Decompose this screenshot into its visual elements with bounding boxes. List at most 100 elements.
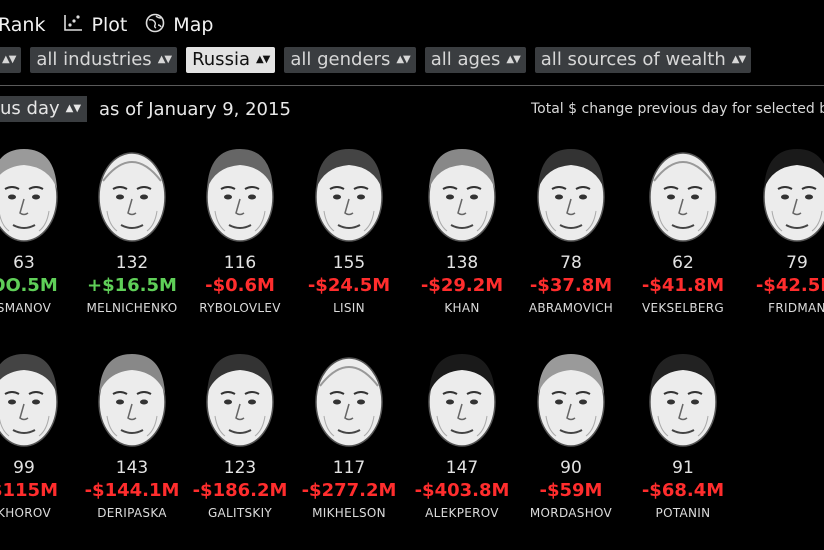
updown-arrows-icon: ▲▼	[506, 54, 520, 65]
updown-arrows-icon: ▲▼	[157, 54, 172, 65]
billionaire-card[interactable]: 78 -$37.8M ABRAMOVICH	[515, 141, 627, 315]
billionaire-rank: 138	[445, 253, 479, 273]
billionaire-name: DERIPASKA	[97, 506, 167, 520]
portrait-icon	[206, 354, 274, 447]
billionaire-rank: 99	[13, 458, 35, 478]
billionaire-card[interactable]: 90 -$59M MORDASHOV	[515, 346, 627, 520]
billionaire-change: -$24.5M	[307, 275, 391, 296]
filter-country-dropdown[interactable]: Russia ▲▼	[186, 47, 276, 73]
portrait-icon	[0, 354, 58, 447]
billionaire-name: VEKSELBERG	[642, 301, 724, 315]
filter-wealth-source-label: all sources of wealth	[540, 49, 726, 70]
billionaire-rank: 78	[560, 253, 582, 273]
filter-bar: ▲▼ all industries ▲▼ Russia ▲▼ all genders…	[0, 47, 760, 73]
portrait-icon	[315, 357, 383, 447]
billionaire-card[interactable]: 91 -$68.4M POTANIN	[627, 346, 739, 520]
filter-country-label: Russia	[192, 49, 250, 70]
nav-rank[interactable]: Rank	[0, 14, 45, 36]
billionaire-name: ALEKPEROV	[425, 506, 499, 520]
portrait-icon	[537, 149, 605, 242]
billionaire-name: MIKHELSON	[312, 506, 386, 520]
filter-genders-dropdown[interactable]: all genders ▲▼	[284, 47, 416, 73]
billionaire-rank: 91	[672, 458, 694, 478]
nav-plot[interactable]: Plot	[63, 14, 127, 37]
portrait-icon	[763, 149, 824, 242]
billionaire-rank: 143	[115, 458, 149, 478]
billionaire-name: FRIDMAN	[768, 301, 824, 315]
scatter-plot-icon	[63, 14, 83, 37]
billionaire-change: -$29.2M	[420, 275, 504, 296]
portrait-icon	[0, 149, 58, 242]
filter-genders-label: all genders	[290, 49, 391, 70]
billionaire-rank: 132	[115, 253, 149, 273]
billionaire-card[interactable]: 123 -$186.2M GALITSKIY	[184, 346, 296, 520]
filter-industries-dropdown[interactable]: all industries ▲▼	[30, 47, 178, 73]
period-bar: ious day ▲▼ as of January 9, 2015	[0, 96, 291, 122]
billionaire-name: MELNICHENKO	[86, 301, 178, 315]
billionaire-change: -$0.6M	[205, 275, 275, 296]
billionaire-card[interactable]: 155 -$24.5M LISIN	[293, 141, 405, 315]
nav-map[interactable]: Map	[145, 13, 213, 38]
billionaire-name: KHAN	[444, 301, 480, 315]
billionaire-name: ABRAMOVICH	[528, 301, 614, 315]
updown-arrows-icon: ▲▼	[731, 54, 746, 65]
filter-ages-dropdown[interactable]: all ages ▲▼	[424, 47, 526, 73]
billionaire-card[interactable]: 143 -$144.1M DERIPASKA	[76, 346, 188, 520]
billionaire-rank: 123	[223, 458, 257, 478]
portrait-icon	[537, 354, 605, 447]
billionaire-name: SMANOV	[0, 301, 52, 315]
billionaire-name: POTANIN	[655, 506, 711, 520]
filter-industries-label: all industries	[36, 49, 152, 70]
billionaire-change: -$59M	[539, 480, 603, 501]
view-switcher: Rank Plot Map	[0, 12, 231, 38]
updown-arrows-icon: ▲▼	[2, 54, 16, 65]
updown-arrows-icon: ▲▼	[396, 54, 410, 65]
billionaire-change: -$277.2M	[301, 480, 397, 501]
billionaire-name: KHOROV	[0, 506, 51, 520]
billionaire-rank: 155	[332, 253, 366, 273]
billionaire-name: MORDASHOV	[529, 506, 613, 520]
nav-rank-label: Rank	[0, 14, 46, 36]
billionaire-change: -$41.8M	[641, 275, 725, 296]
portrait-icon	[649, 152, 717, 242]
billionaire-card[interactable]: 117 -$277.2M MIKHELSON	[293, 346, 405, 520]
billionaire-card[interactable]: 116 -$0.6M RYBOLOVLEV	[184, 141, 296, 315]
billionaire-change: -$403.8M	[414, 480, 510, 501]
billionaire-change: -$186.2M	[192, 480, 288, 501]
billionaire-change: +$16.5M	[87, 275, 177, 296]
filter-wealth-source-dropdown[interactable]: all sources of wealth ▲▼	[534, 47, 752, 73]
portrait-icon	[98, 354, 166, 447]
filter-first-dropdown[interactable]: ▲▼	[0, 47, 22, 73]
as-of-date: as of January 9, 2015	[99, 98, 291, 120]
portrait-icon	[428, 149, 496, 242]
billionaire-change: -$68.4M	[641, 480, 725, 501]
billionaire-card[interactable]: 79-$42.5M FRIDMAN	[741, 141, 824, 315]
portrait-icon	[315, 149, 383, 242]
period-dropdown[interactable]: ious day ▲▼	[0, 96, 88, 122]
billionaire-rank: 90	[560, 458, 582, 478]
billionaire-rank: 63	[13, 253, 35, 273]
billionaire-card[interactable]: 99$115M KHOROV	[0, 346, 80, 520]
billionaire-card[interactable]: 138 -$29.2M KHAN	[406, 141, 518, 315]
updown-arrows-icon: ▲▼	[65, 103, 82, 114]
billionaire-rank: 117	[332, 458, 366, 478]
billionaire-change: -$42.5M	[755, 275, 824, 296]
nav-plot-label: Plot	[91, 14, 128, 36]
billionaire-rank: 116	[223, 253, 257, 273]
billionaire-rank: 147	[445, 458, 479, 478]
updown-arrows-icon: ▲▼	[255, 54, 270, 65]
total-change-label: Total $ change previous day for selected…	[531, 101, 824, 117]
billionaire-card[interactable]: 63OO.5M SMANOV	[0, 141, 80, 315]
period-label: ious day	[0, 98, 60, 119]
billionaire-change: -$37.8M	[529, 275, 613, 296]
billionaire-card[interactable]: 132 +$16.5M MELNICHENKO	[76, 141, 188, 315]
billionaire-change: $115M	[0, 480, 58, 501]
billionaire-name: RYBOLOVLEV	[199, 301, 281, 315]
billionaire-card[interactable]: 147 -$403.8M ALEKPEROV	[406, 346, 518, 520]
billionaire-name: LISIN	[333, 301, 365, 315]
billionaire-card[interactable]: 62 -$41.8M VEKSELBERG	[627, 141, 739, 315]
billionaire-rank: 79	[786, 253, 808, 273]
globe-icon	[145, 13, 165, 38]
portrait-icon	[649, 354, 717, 447]
billionaire-change: -$144.1M	[84, 480, 180, 501]
